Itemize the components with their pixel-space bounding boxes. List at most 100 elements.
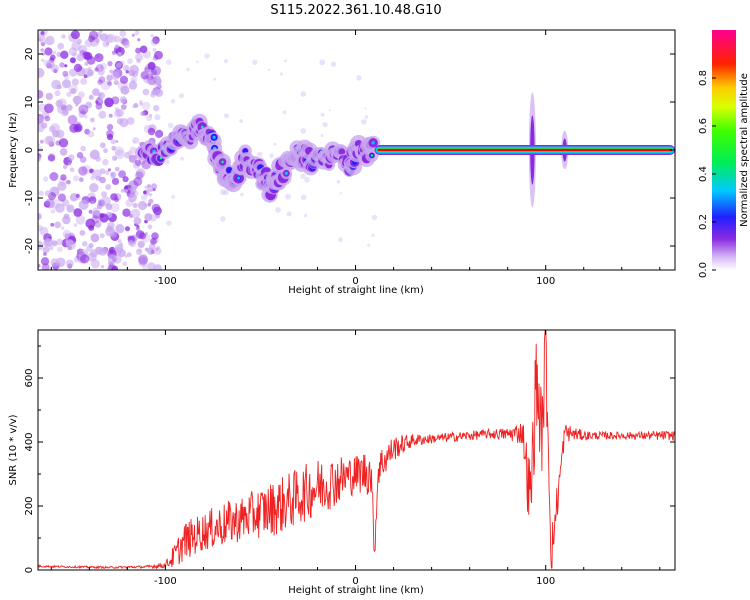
- colorbar-label: Normalized spectral amplitude: [739, 73, 750, 227]
- noise-blob: [99, 233, 105, 239]
- noise-blob: [45, 35, 55, 46]
- noise-blob: [152, 36, 160, 44]
- noise-blob: [88, 35, 95, 43]
- track-peak-high: [221, 160, 224, 164]
- noise-blob: [117, 239, 122, 244]
- noise-blob: [367, 243, 371, 247]
- noise-blob: [320, 134, 324, 138]
- spectrogram-ylabel: Frequency (Hz): [8, 112, 19, 188]
- noise-blob: [88, 243, 94, 248]
- x-tick-label: -100: [154, 276, 177, 287]
- noise-blob: [154, 66, 161, 73]
- noise-blob: [133, 217, 142, 225]
- noise-blob: [62, 79, 71, 89]
- noise-blob: [154, 50, 163, 60]
- noise-blob: [336, 179, 341, 184]
- noise-blob: [120, 104, 127, 110]
- noise-blob: [300, 194, 307, 201]
- colorbar-tick-label: 0.8: [698, 70, 709, 86]
- noise-blob: [142, 88, 150, 96]
- noise-blob: [150, 249, 155, 254]
- noise-blob: [137, 200, 148, 211]
- noise-blob: [73, 63, 83, 72]
- noise-blob: [139, 102, 144, 106]
- noise-blob: [90, 117, 95, 123]
- snr-series-line: [38, 330, 675, 570]
- noise-blob: [282, 110, 287, 115]
- noise-blob: [103, 250, 108, 255]
- noise-blob: [75, 193, 80, 198]
- noise-blob: [303, 213, 308, 218]
- noise-blob: [115, 62, 122, 69]
- noise-blob: [111, 177, 120, 185]
- noise-blob: [72, 95, 82, 105]
- noise-blob: [40, 48, 44, 52]
- noise-blob: [50, 208, 56, 214]
- noise-blob: [38, 146, 43, 152]
- noise-blob: [371, 233, 375, 237]
- noise-blob: [44, 47, 53, 56]
- carrier-core: [377, 148, 672, 152]
- noise-blob: [98, 110, 107, 119]
- noise-blob: [166, 59, 172, 65]
- noise-blob: [107, 264, 117, 270]
- noise-blob: [109, 69, 114, 74]
- noise-blob: [285, 193, 291, 200]
- noise-blob: [204, 53, 210, 59]
- noise-blob: [55, 99, 63, 108]
- noise-blob: [145, 69, 152, 76]
- noise-blob: [85, 218, 96, 229]
- noise-blob: [257, 151, 263, 157]
- noise-blob: [138, 257, 148, 267]
- noise-blob: [112, 97, 119, 104]
- noise-blob: [99, 142, 106, 149]
- noise-blob: [219, 189, 226, 195]
- noise-blob: [110, 138, 116, 145]
- y-tick-label: -10: [24, 190, 35, 206]
- noise-blob: [38, 263, 41, 268]
- noise-blob: [196, 60, 199, 64]
- y-tick-label: 10: [24, 96, 35, 109]
- noise-blob: [300, 173, 306, 179]
- noise-blob: [223, 59, 229, 64]
- noise-blob: [154, 114, 161, 121]
- noise-blob: [364, 107, 367, 110]
- noise-blob: [99, 30, 103, 33]
- noise-blob: [153, 105, 160, 112]
- noise-blob: [114, 149, 125, 160]
- noise-blob: [134, 159, 142, 166]
- noise-blob: [84, 115, 88, 119]
- noise-blob: [223, 189, 229, 196]
- noise-blob: [113, 80, 119, 86]
- noise-blob: [147, 202, 151, 207]
- noise-blob: [136, 224, 140, 228]
- noise-blob: [47, 154, 56, 162]
- noise-blob: [73, 123, 83, 133]
- noise-blob: [356, 75, 362, 81]
- noise-blob: [57, 181, 67, 191]
- noise-blob: [52, 50, 57, 55]
- colorbar-tick-label: 0.0: [698, 262, 709, 278]
- noise-blob: [38, 213, 42, 220]
- noise-blob: [89, 149, 100, 160]
- noise-blob: [107, 61, 113, 67]
- noise-blob: [73, 223, 78, 227]
- noise-blob: [128, 81, 138, 90]
- noise-blob: [78, 199, 89, 210]
- noise-blob: [283, 59, 287, 63]
- noise-blob: [40, 42, 46, 47]
- noise-blob: [62, 70, 69, 77]
- noise-blob: [166, 220, 172, 226]
- noise-blob: [46, 60, 55, 69]
- noise-blob: [124, 189, 128, 193]
- noise-blob: [61, 226, 65, 230]
- noise-blob: [68, 154, 75, 161]
- noise-blob: [94, 67, 99, 72]
- noise-blob: [151, 232, 159, 240]
- noise-blob: [167, 122, 174, 129]
- noise-blob: [127, 235, 132, 240]
- noise-blob: [130, 208, 141, 219]
- noise-blob: [106, 42, 110, 46]
- chart-title: S115.2022.361.10.48.G10: [270, 3, 441, 18]
